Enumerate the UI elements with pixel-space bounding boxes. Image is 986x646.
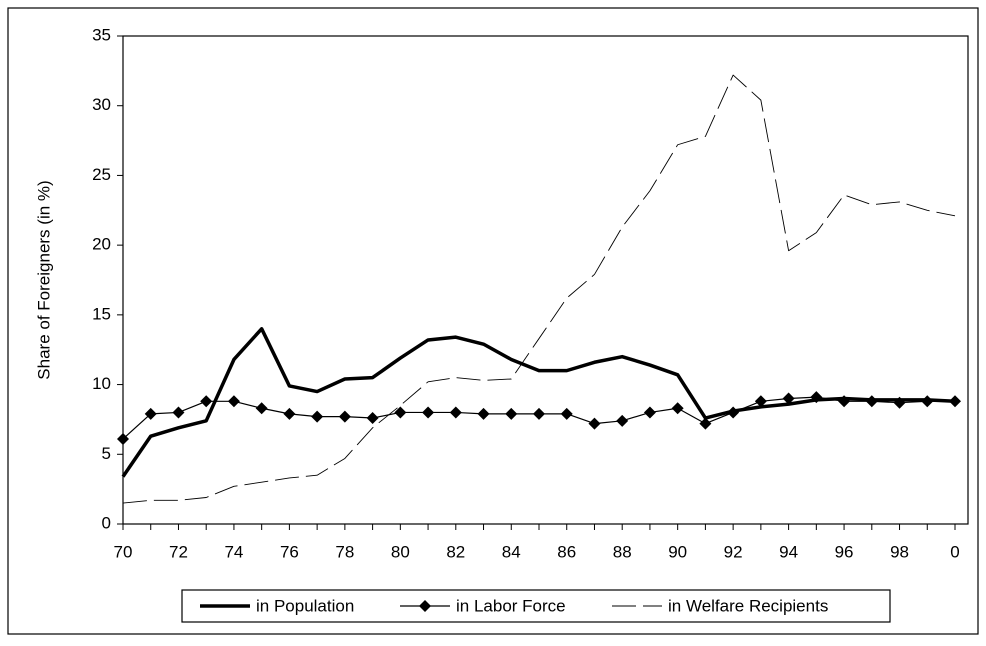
y-tick-label: 30 (92, 95, 111, 114)
marker (505, 407, 518, 420)
series-line (121, 327, 956, 478)
marker (449, 406, 462, 419)
legend-label: in Population (256, 596, 354, 615)
legend-label: in Welfare Recipients (668, 596, 828, 615)
marker (533, 407, 545, 420)
x-tick-label: 92 (724, 542, 743, 561)
marker (560, 407, 573, 420)
x-tick-label: 96 (835, 542, 854, 561)
y-tick-label: 5 (102, 444, 111, 463)
x-tick-label: 98 (890, 542, 909, 561)
x-tick-label: 76 (280, 542, 299, 561)
marker (782, 392, 795, 405)
marker (699, 417, 712, 430)
x-tick-label: 74 (224, 542, 243, 561)
marker (810, 391, 823, 404)
series-line (122, 74, 956, 504)
y-tick-label: 35 (92, 25, 111, 44)
x-tick-label: 90 (668, 542, 687, 561)
y-axis-label: Share of Foreigners (in %) (34, 180, 53, 379)
x-tick-label: 0 (950, 542, 959, 561)
marker (838, 395, 851, 408)
marker (311, 410, 324, 423)
x-tick-label: 86 (557, 542, 576, 561)
marker (588, 417, 601, 430)
x-tick-label: 80 (391, 542, 410, 561)
marker (172, 406, 185, 419)
marker (283, 407, 296, 420)
marker (865, 395, 878, 408)
plot-frame (122, 35, 969, 525)
outer-frame (7, 7, 979, 635)
marker (949, 395, 961, 408)
marker (921, 395, 934, 408)
x-tick-label: 78 (335, 542, 354, 561)
x-tick-label: 70 (114, 542, 133, 561)
y-tick-label: 10 (92, 374, 111, 393)
x-tick-label: 84 (502, 542, 521, 561)
y-tick-label: 20 (92, 235, 111, 254)
marker (338, 410, 351, 423)
marker (616, 414, 629, 427)
x-tick-label: 88 (613, 542, 632, 561)
marker (117, 432, 129, 445)
marker (366, 412, 379, 425)
legend-label: in Labor Force (456, 596, 566, 615)
marker (477, 407, 490, 420)
marker (227, 395, 240, 408)
marker (144, 407, 157, 420)
y-tick-label: 0 (102, 513, 111, 532)
marker (893, 396, 906, 409)
marker (394, 406, 407, 419)
marker (200, 395, 213, 408)
marker (754, 395, 767, 408)
marker (422, 406, 435, 419)
marker (643, 406, 656, 419)
x-tick-label: 94 (779, 542, 798, 561)
legend-box (181, 589, 891, 623)
y-tick-label: 25 (92, 165, 111, 184)
legend-marker (419, 600, 431, 612)
y-tick-label: 15 (92, 304, 111, 323)
x-tick-label: 72 (169, 542, 188, 561)
marker (671, 402, 684, 415)
marker (727, 406, 740, 419)
x-tick-label: 82 (446, 542, 465, 561)
marker (255, 402, 268, 415)
